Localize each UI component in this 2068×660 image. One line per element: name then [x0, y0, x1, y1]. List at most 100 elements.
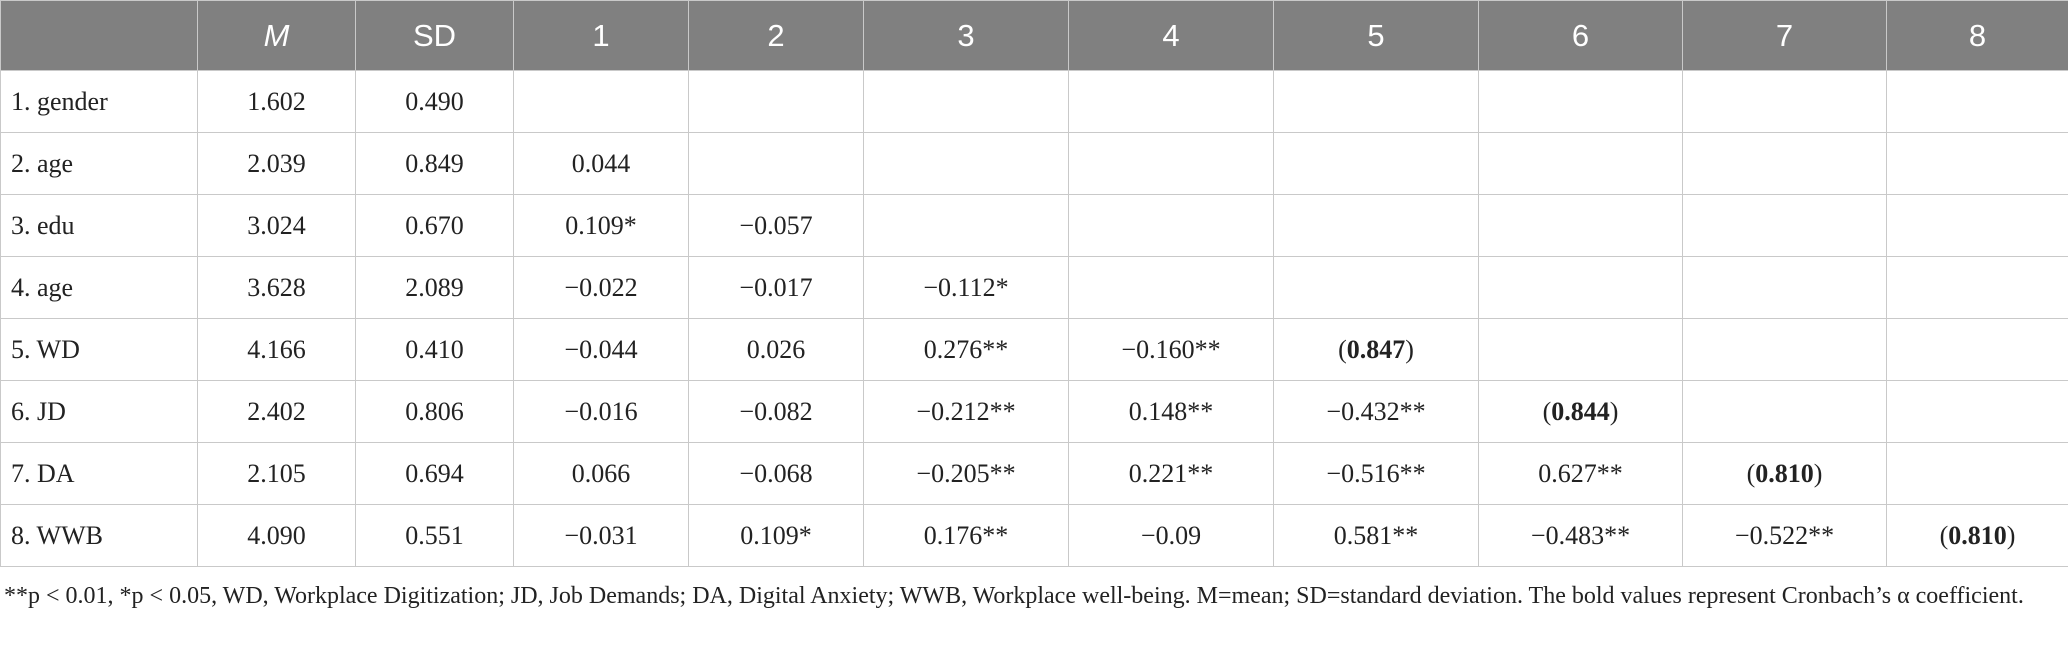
table-cell: −0.09 [1068, 504, 1274, 567]
table-cell [1682, 194, 1887, 257]
table-cell: −0.016 [513, 380, 689, 443]
header-cell-1: 1 [513, 0, 689, 71]
table-row: 2. age 2.039 0.849 0.044 [0, 132, 2068, 195]
row-label: 4. age [0, 256, 198, 319]
table-cell: −0.112* [863, 256, 1069, 319]
table-cell: 4.090 [197, 504, 356, 567]
table-cell: −0.044 [513, 318, 689, 381]
table-cell [1068, 256, 1274, 319]
table-cell: −0.522** [1682, 504, 1887, 567]
table-row: 8. WWB 4.090 0.551 −0.031 0.109* 0.176**… [0, 504, 2068, 567]
table-cell [1682, 132, 1887, 195]
alpha-value: 0.844 [1551, 396, 1610, 426]
table-cell [1478, 256, 1683, 319]
table-cell: 0.148** [1068, 380, 1274, 443]
footnote-text: WD, Workplace Digitization; JD, Job Dema… [222, 583, 2024, 609]
header-cell-7: 7 [1682, 0, 1887, 71]
table-cell: 0.026 [688, 318, 864, 381]
alpha-value: 0.847 [1346, 334, 1406, 364]
table-cell: −0.516** [1273, 442, 1479, 505]
table-cell [1682, 380, 1887, 443]
table-cell: 0.221** [1068, 442, 1274, 505]
footnote-p05: *p < 0.05 [119, 583, 212, 609]
header-cell-2: 2 [688, 0, 864, 71]
row-label: 8. WWB [0, 504, 198, 567]
alpha-value: 0.810 [1948, 520, 2007, 550]
table-cell: 0.176** [863, 504, 1069, 567]
table-cell: −0.483** [1478, 504, 1683, 567]
table-cell [863, 194, 1069, 257]
table-cell: 0.490 [355, 70, 514, 133]
header-cell-mean: M [197, 0, 356, 71]
alpha-cell: (0.810) [1682, 442, 1887, 505]
table-cell [1273, 256, 1479, 319]
header-cell-label [0, 0, 198, 71]
table-footnote: **p < 0.01, *p < 0.05, WD, Workplace Dig… [4, 583, 2024, 609]
table-cell: −0.160** [1068, 318, 1274, 381]
table-cell: 0.066 [513, 442, 689, 505]
table-cell: 0.109* [513, 194, 689, 257]
table-row: 4. age 3.628 2.089 −0.022 −0.017 −0.112* [0, 256, 2068, 319]
table-cell [1682, 318, 1887, 381]
alpha-cell: (0.847) [1273, 318, 1479, 381]
table-cell: −0.205** [863, 442, 1069, 505]
footnote-p01: **p < 0.01 [4, 583, 108, 609]
table-cell [1273, 194, 1479, 257]
table-cell: 0.044 [513, 132, 689, 195]
header-cell-8: 8 [1886, 0, 2068, 71]
table-cell [688, 132, 864, 195]
alpha-value: 0.810 [1755, 458, 1814, 488]
table-cell [1068, 70, 1274, 133]
table-row: 3. edu 3.024 0.670 0.109* −0.057 [0, 194, 2068, 257]
table-cell: −0.432** [1273, 380, 1479, 443]
table-cell: 0.849 [355, 132, 514, 195]
table-row: 6. JD 2.402 0.806 −0.016 −0.082 −0.212**… [0, 380, 2068, 443]
table-cell [1682, 70, 1887, 133]
table-cell [1478, 318, 1683, 381]
row-label: 2. age [0, 132, 198, 195]
header-row: M SD 1 2 3 4 5 6 7 8 [0, 0, 2068, 71]
table-cell: 4.166 [197, 318, 356, 381]
table-cell [1886, 70, 2068, 133]
table-cell [1478, 70, 1683, 133]
table-cell: −0.022 [513, 256, 689, 319]
header-cell-6: 6 [1478, 0, 1683, 71]
table-cell [1886, 318, 2068, 381]
alpha-cell: (0.844) [1478, 380, 1683, 443]
table-cell [1886, 442, 2068, 505]
header-cell-4: 4 [1068, 0, 1274, 71]
table-cell [1478, 194, 1683, 257]
table-cell: 0.581** [1273, 504, 1479, 567]
table-cell [1886, 256, 2068, 319]
table-row: 5. WD 4.166 0.410 −0.044 0.026 0.276** −… [0, 318, 2068, 381]
table-cell: 0.109* [688, 504, 864, 567]
table-cell: 2.039 [197, 132, 356, 195]
table-cell: 0.276** [863, 318, 1069, 381]
table-cell: 3.024 [197, 194, 356, 257]
table-cell: −0.212** [863, 380, 1069, 443]
table-cell [1273, 132, 1479, 195]
table-cell [1478, 132, 1683, 195]
table-cell: 2.089 [355, 256, 514, 319]
table-cell [688, 70, 864, 133]
table-cell [1682, 256, 1887, 319]
table-cell [1886, 132, 2068, 195]
table-cell: −0.068 [688, 442, 864, 505]
row-label: 7. DA [0, 442, 198, 505]
table-cell: 0.410 [355, 318, 514, 381]
table-cell: 0.670 [355, 194, 514, 257]
table-cell: −0.031 [513, 504, 689, 567]
table-row: 7. DA 2.105 0.694 0.066 −0.068 −0.205** … [0, 442, 2068, 505]
table-cell [1886, 380, 2068, 443]
table-cell [513, 70, 689, 133]
alpha-cell: (0.810) [1886, 504, 2068, 567]
table-cell: 2.402 [197, 380, 356, 443]
table-cell [1068, 194, 1274, 257]
table-cell [1886, 194, 2068, 257]
table-cell: 0.694 [355, 442, 514, 505]
table-cell: −0.017 [688, 256, 864, 319]
table-cell [1068, 132, 1274, 195]
table-cell [1273, 70, 1479, 133]
header-cell-sd: SD [355, 0, 514, 71]
table-row: 1. gender 1.602 0.490 [0, 70, 2068, 133]
